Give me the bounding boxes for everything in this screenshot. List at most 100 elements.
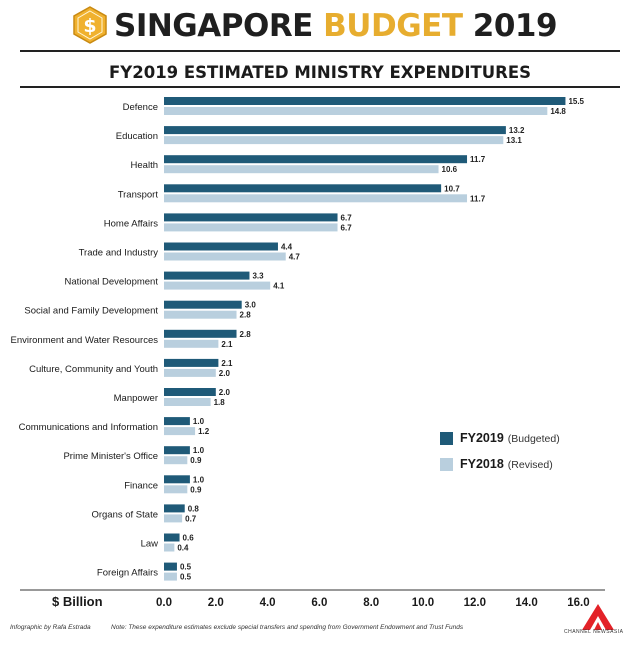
legend-swatch-fy2019 [440, 431, 453, 445]
category-label: Home Affairs [104, 218, 158, 229]
bar-fy2019 [164, 184, 442, 193]
bar-fy2019 [164, 242, 278, 251]
bar-fy2018 [164, 223, 338, 232]
x-tick-label: 12.0 [464, 597, 486, 609]
value-label-fy2018: 0.4 [177, 544, 189, 553]
title-part-budget: BUDGET [323, 8, 463, 44]
category-label: Trade and Industry [79, 248, 159, 259]
chart-title: FY2019 ESTIMATED MINISTRY EXPENDITURES [109, 63, 531, 82]
value-label-fy2019: 15.5 [568, 97, 584, 106]
title-part-singapore: SINGAPORE [114, 8, 313, 44]
category-label: Prime Minister's Office [63, 451, 158, 462]
category-label: Manpower [114, 393, 158, 404]
page-title: SINGAPORE BUDGET 2019 [114, 4, 558, 48]
bar-fy2019 [164, 475, 190, 484]
legend: FY2019 (Budgeted) FY2018 (Revised) [440, 427, 560, 479]
value-label-fy2019: 2.8 [240, 330, 252, 339]
value-label-fy2018: 4.1 [273, 282, 285, 291]
bar-fy2019 [164, 417, 190, 426]
bar-fy2018 [164, 456, 188, 465]
value-label-fy2018: 2.1 [221, 340, 233, 349]
value-label-fy2019: 4.4 [281, 243, 293, 252]
x-tick-label: 10.0 [412, 597, 434, 609]
category-label: Communications and Information [19, 422, 158, 433]
bar-fy2019 [164, 329, 237, 338]
value-label-fy2018: 11.7 [470, 194, 486, 203]
x-tick-label: 4.0 [260, 597, 276, 609]
bar-fy2019 [164, 446, 190, 455]
bar-fy2018 [164, 136, 504, 145]
bar-fy2018 [164, 427, 196, 436]
bar-fy2018 [164, 398, 211, 406]
category-label: Organs of State [91, 509, 158, 520]
legend-label-fy2018: FY2018 [460, 457, 504, 471]
bar-fy2019 [164, 126, 506, 135]
value-label-fy2019: 6.7 [341, 213, 353, 222]
legend-label-fy2019: FY2019 [460, 431, 504, 445]
bar-fy2019 [164, 300, 242, 309]
category-label: National Development [65, 277, 159, 288]
value-label-fy2018: 1.8 [214, 398, 226, 407]
bar-fy2018 [164, 107, 548, 115]
category-label: Social and Family Development [24, 306, 158, 317]
category-label: Defence [123, 102, 158, 113]
value-label-fy2019: 1.0 [193, 446, 205, 455]
cna-brand-text: CHANNEL NEWSASIA [564, 629, 624, 635]
legend-note-budgeted: (Budgeted) [507, 433, 560, 445]
value-label-fy2019: 2.1 [221, 359, 233, 368]
footer-note: Note: These expenditure estimates exclud… [111, 624, 464, 631]
value-label-fy2018: 0.5 [180, 573, 192, 582]
value-label-fy2019: 10.7 [444, 184, 460, 193]
value-label-fy2019: 2.0 [219, 388, 231, 397]
header-divider-bottom [20, 86, 620, 88]
value-label-fy2018: 2.0 [219, 369, 231, 378]
value-label-fy2018: 4.7 [289, 253, 301, 262]
bar-fy2019 [164, 213, 338, 222]
value-label-fy2018: 10.6 [442, 165, 458, 174]
bar-fy2018 [164, 281, 271, 290]
legend-item-fy2018: FY2018 (Revised) [440, 453, 560, 475]
value-label-fy2019: 1.0 [193, 417, 205, 426]
bar-fy2018 [164, 165, 439, 174]
legend-item-fy2019: FY2019 (Budgeted) [440, 427, 560, 449]
value-label-fy2019: 0.6 [183, 534, 195, 543]
value-label-fy2019: 13.2 [509, 126, 525, 135]
category-label: Education [116, 131, 158, 142]
category-label: Environment and Water Resources [11, 335, 159, 346]
x-tick-label: 16.0 [567, 597, 589, 609]
value-label-fy2019: 1.0 [193, 475, 205, 484]
bar-fy2018 [164, 543, 175, 552]
value-label-fy2018: 1.2 [198, 427, 210, 436]
x-tick-label: 8.0 [363, 597, 379, 609]
bar-fy2019 [164, 504, 185, 513]
category-label: Transport [118, 189, 159, 200]
x-tick-label: 6.0 [311, 597, 327, 609]
value-label-fy2019: 0.5 [180, 563, 192, 572]
x-tick-label: 2.0 [208, 597, 224, 609]
bar-fy2019 [164, 533, 180, 542]
footer-credit: Infographic by Rafa Estrada [10, 624, 91, 631]
header: $ SINGAPORE BUDGET 2019 [0, 0, 640, 52]
value-label-fy2018: 13.1 [506, 136, 522, 145]
bar-fy2019 [164, 97, 566, 105]
header-divider-top [20, 50, 620, 52]
value-label-fy2019: 0.8 [188, 504, 200, 513]
category-label: Health [131, 160, 158, 171]
bar-fy2019 [164, 388, 216, 396]
bar-fy2019 [164, 358, 219, 367]
bar-fy2018 [164, 514, 183, 523]
value-label-fy2018: 14.8 [550, 107, 566, 116]
category-label: Culture, Community and Youth [29, 364, 158, 375]
legend-label: FY2019 (Budgeted) [460, 431, 560, 445]
legend-swatch-fy2018 [440, 457, 453, 471]
bar-fy2018 [164, 310, 237, 319]
bar-fy2018 [164, 339, 219, 348]
bar-fy2018 [164, 485, 188, 494]
value-label-fy2019: 3.3 [252, 272, 264, 281]
title-part-year: 2019 [472, 8, 558, 44]
value-label-fy2019: 11.7 [470, 155, 486, 164]
value-label-fy2018: 2.8 [240, 311, 252, 320]
bar-fy2019 [164, 562, 177, 571]
cna-logo-icon [582, 604, 614, 630]
